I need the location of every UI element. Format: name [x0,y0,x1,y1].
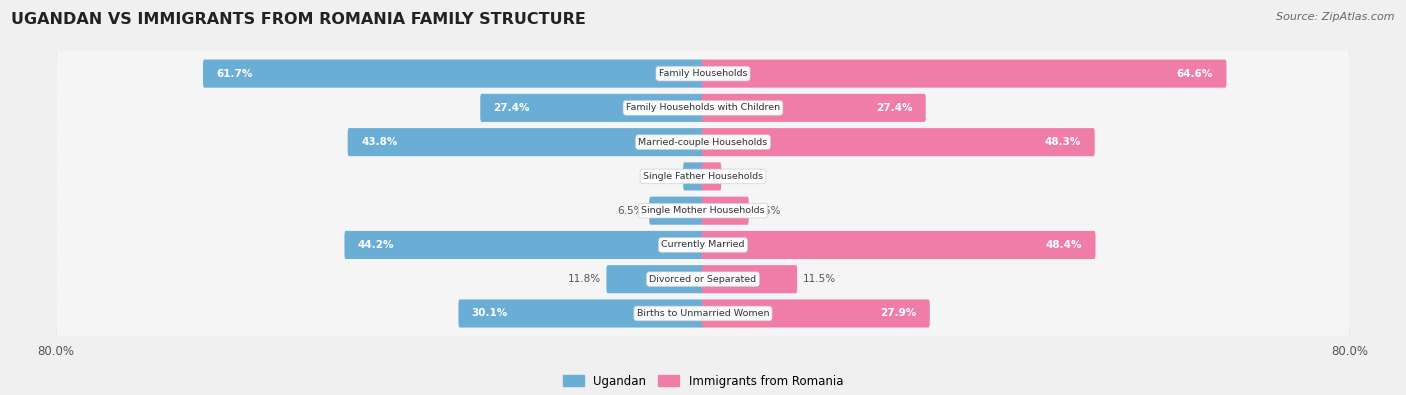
FancyBboxPatch shape [606,265,704,293]
FancyBboxPatch shape [702,265,797,293]
FancyBboxPatch shape [55,281,1351,346]
FancyBboxPatch shape [56,80,1350,136]
Text: 48.4%: 48.4% [1046,240,1083,250]
FancyBboxPatch shape [55,247,1351,311]
FancyBboxPatch shape [650,197,704,225]
FancyBboxPatch shape [702,94,925,122]
Text: Married-couple Households: Married-couple Households [638,137,768,147]
Text: 6.5%: 6.5% [617,206,644,216]
FancyBboxPatch shape [702,128,1095,156]
Text: Divorced or Separated: Divorced or Separated [650,275,756,284]
FancyBboxPatch shape [55,76,1351,140]
Text: 11.8%: 11.8% [568,274,602,284]
FancyBboxPatch shape [55,41,1351,106]
FancyBboxPatch shape [458,299,704,327]
Text: 61.7%: 61.7% [217,69,253,79]
FancyBboxPatch shape [481,94,704,122]
Text: 11.5%: 11.5% [803,274,835,284]
FancyBboxPatch shape [56,148,1350,205]
Text: Currently Married: Currently Married [661,241,745,250]
FancyBboxPatch shape [202,60,704,88]
Text: Family Households: Family Households [659,69,747,78]
Text: Single Mother Households: Single Mother Households [641,206,765,215]
Legend: Ugandan, Immigrants from Romania: Ugandan, Immigrants from Romania [558,370,848,392]
Text: 27.9%: 27.9% [880,308,917,318]
Text: 64.6%: 64.6% [1177,69,1213,79]
Text: 2.1%: 2.1% [727,171,754,181]
Text: Births to Unmarried Women: Births to Unmarried Women [637,309,769,318]
FancyBboxPatch shape [56,217,1350,273]
FancyBboxPatch shape [683,162,704,190]
FancyBboxPatch shape [702,60,1226,88]
FancyBboxPatch shape [702,162,721,190]
Text: Single Father Households: Single Father Households [643,172,763,181]
FancyBboxPatch shape [347,128,704,156]
Text: UGANDAN VS IMMIGRANTS FROM ROMANIA FAMILY STRUCTURE: UGANDAN VS IMMIGRANTS FROM ROMANIA FAMIL… [11,12,586,27]
Text: Source: ZipAtlas.com: Source: ZipAtlas.com [1277,12,1395,22]
Text: 44.2%: 44.2% [357,240,394,250]
Text: 5.5%: 5.5% [754,206,780,216]
FancyBboxPatch shape [56,45,1350,102]
Text: 48.3%: 48.3% [1045,137,1081,147]
FancyBboxPatch shape [55,179,1351,243]
FancyBboxPatch shape [56,285,1350,342]
FancyBboxPatch shape [702,197,748,225]
FancyBboxPatch shape [56,182,1350,239]
Text: Family Households with Children: Family Households with Children [626,103,780,113]
FancyBboxPatch shape [56,251,1350,307]
Text: 43.8%: 43.8% [361,137,398,147]
Text: 27.4%: 27.4% [876,103,912,113]
FancyBboxPatch shape [702,299,929,327]
FancyBboxPatch shape [55,213,1351,277]
FancyBboxPatch shape [55,144,1351,209]
Text: 27.4%: 27.4% [494,103,530,113]
Text: 30.1%: 30.1% [472,308,508,318]
FancyBboxPatch shape [344,231,704,259]
Text: 2.3%: 2.3% [651,171,678,181]
FancyBboxPatch shape [56,114,1350,170]
FancyBboxPatch shape [702,231,1095,259]
FancyBboxPatch shape [55,110,1351,174]
